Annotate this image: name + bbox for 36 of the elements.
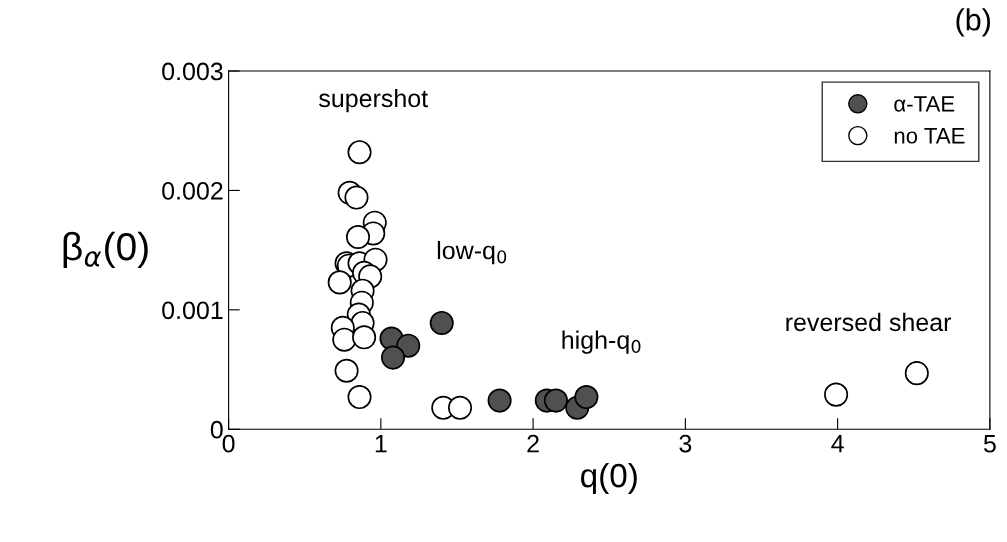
point [352, 325, 377, 350]
x-tick-label: 5 [983, 435, 996, 453]
x-tick-label: 1 [375, 435, 387, 453]
point [429, 310, 454, 336]
text: (b) [956, 8, 990, 37]
point [344, 185, 369, 210]
x-tick-label: 0 [222, 434, 235, 453]
point [574, 384, 599, 410]
legend-label: α-TAE [894, 96, 955, 112]
legend-label: no TAE [894, 128, 965, 144]
x-tick-label: 4 [831, 435, 844, 453]
annotation: supershot [319, 88, 428, 113]
x-axis-title: q(0) [581, 462, 637, 495]
point [396, 333, 421, 358]
y-axis-title: β$_{α}$(0) [63, 231, 148, 269]
point [332, 327, 357, 352]
point [334, 358, 359, 383]
y-tick-label: 0.001 [162, 301, 223, 320]
x-tick-label: 2 [527, 434, 539, 453]
point [327, 270, 352, 295]
point [345, 224, 371, 250]
y-tick-label: 0.002 [162, 182, 223, 200]
y-tick-label: 0.003 [162, 62, 223, 81]
point [487, 388, 512, 413]
point [824, 382, 849, 407]
point [347, 140, 372, 165]
annotation: high-q$_{0}$ [562, 330, 641, 354]
point [447, 395, 473, 420]
point [543, 388, 568, 413]
annotation: reversed shear [786, 312, 952, 332]
point [904, 361, 929, 386]
point [347, 384, 372, 410]
annotation: low-q$_{0}$ [437, 240, 507, 265]
y-tick-label: 0 [210, 420, 223, 439]
x-tick-label: 3 [679, 434, 692, 453]
point [380, 345, 406, 370]
